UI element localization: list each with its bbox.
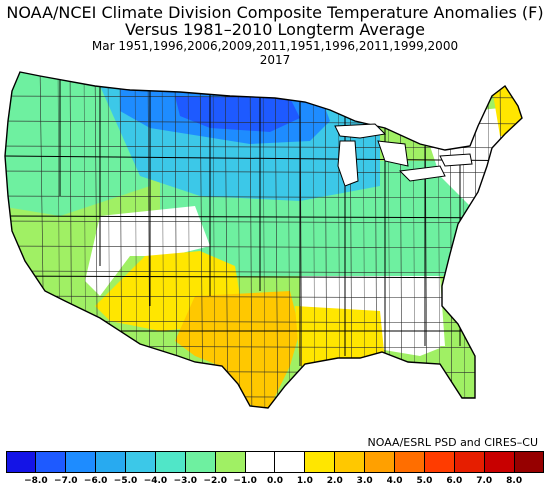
color-bar-tick-label: 7.0 <box>476 476 493 486</box>
color-bar-tick-label: 8.0 <box>506 476 523 486</box>
color-bar-tick-label: 2.0 <box>326 476 343 486</box>
target-year: 2017 <box>259 53 291 67</box>
color-bar-cell <box>245 451 276 473</box>
color-bar-tick-label: −4.0 <box>143 476 168 486</box>
color-bar-ticks: −8.0 −7.0 −6.0 −5.0 −4.0 −3.0 −2.0 −1.0 0.0 1.0 2.… <box>0 476 550 490</box>
color-bar-tick-label: −8.0 <box>24 476 48 486</box>
color-bar-cell <box>335 451 366 473</box>
region-gulf-coast <box>295 306 385 366</box>
color-bar-tick-label: −1.0 <box>233 476 257 486</box>
region-northern-plains-core <box>175 96 300 132</box>
color-bar-cell <box>125 451 156 473</box>
color-bar-cell <box>395 451 426 473</box>
color-bar-cell <box>275 451 306 473</box>
color-bar-tick-label: 6.0 <box>446 476 463 486</box>
color-bar-cell <box>305 451 336 473</box>
us-outline <box>4 71 523 409</box>
color-bar-tick-label: 0.0 <box>267 476 283 486</box>
color-bar-tick-label: 4.0 <box>386 476 403 486</box>
color-bar-cell <box>425 451 456 473</box>
color-bar-cell <box>185 451 216 473</box>
color-bar-tick-label: −7.0 <box>54 476 78 486</box>
color-bar-cell <box>365 451 396 473</box>
color-bar-cell <box>155 451 186 473</box>
color-bar-cell <box>514 451 544 473</box>
region-neutral-west <box>85 206 210 296</box>
region-texas <box>175 291 300 408</box>
color-bar-tick-label: −3.0 <box>173 476 198 486</box>
color-bar <box>6 451 544 473</box>
color-bar-cell <box>485 451 515 473</box>
color-bar-cell <box>35 451 66 473</box>
us-anomaly-map <box>0 66 550 431</box>
color-bar-tick-label: −2.0 <box>203 476 227 486</box>
great-lakes <box>334 123 473 187</box>
map-subtitle: Versus 1981–2010 Longterm Average <box>124 20 426 39</box>
color-bar-cell <box>95 451 126 473</box>
color-bar-tick-label: −6.0 <box>83 476 108 486</box>
color-bar-tick-label: 5.0 <box>416 476 433 486</box>
color-bar-cell <box>6 451 36 473</box>
color-bar-tick-label: 3.0 <box>356 476 373 486</box>
us-map-svg <box>4 71 523 409</box>
color-bar-cell <box>455 451 485 473</box>
state-borders <box>5 72 522 366</box>
color-bar-tick-label: −5.0 <box>113 476 138 486</box>
credit-label: NOAA/ESRL PSD and CIRES–CU <box>367 436 538 449</box>
map-title: NOAA/NCEI Climate Division Composite Tem… <box>6 3 544 22</box>
composite-years: Mar 1951,1996,2006,2009,2011,1951,1996,2… <box>91 39 459 53</box>
color-bar-tick-label: 1.0 <box>296 476 313 486</box>
color-bar-cell <box>215 451 246 473</box>
region-florida <box>440 346 480 406</box>
color-bar-cell <box>65 451 96 473</box>
